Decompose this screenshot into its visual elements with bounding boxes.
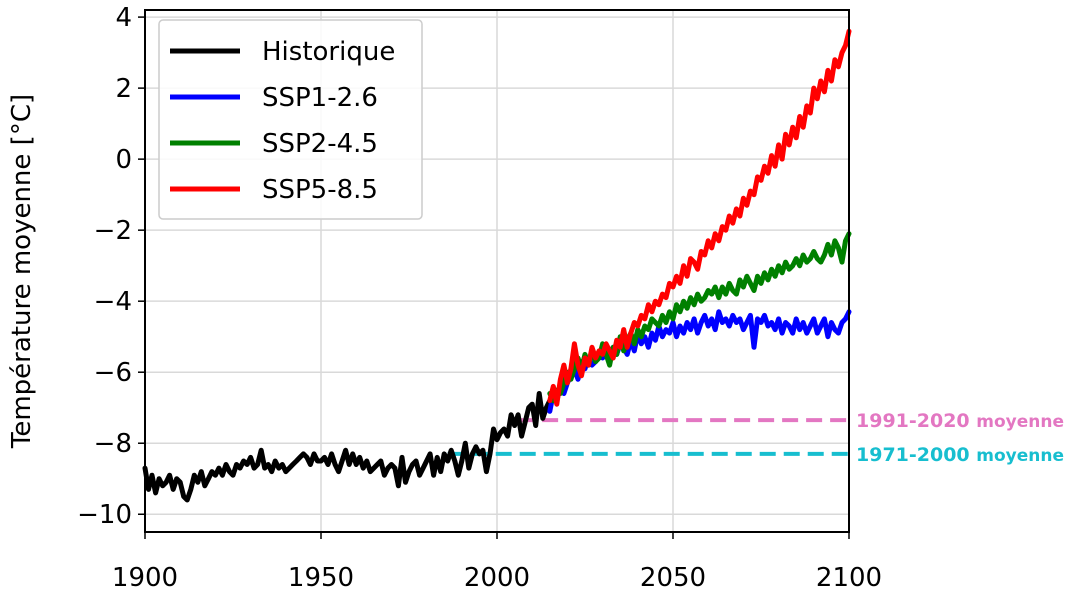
x-tick-label-1950: 1950: [288, 563, 354, 590]
x-axis-ticks: 1900 1950 2000 2050 2100: [112, 532, 882, 590]
y-axis-label: Température moyenne [°C]: [7, 94, 37, 449]
series-lines: [142, 28, 852, 503]
series-line-ssp2-4-5: [547, 231, 852, 404]
legend-label-ssp5-8-5: SSP5-8.5: [262, 175, 378, 205]
y-tick-label-2: −2: [94, 216, 132, 246]
x-tick-label-2100: 2100: [816, 563, 882, 590]
y-axis-ticks: −10 −8 −6 −4 −2 0 2 4: [77, 3, 145, 530]
y-tick-label-4: −4: [94, 287, 132, 317]
y-tick-label-2: 2: [115, 74, 132, 104]
x-tick-label-2000: 2000: [464, 563, 530, 590]
legend-label-ssp1-2-6: SSP1-2.6: [262, 83, 378, 113]
annotation-1991-2020: 1991-2020 moyenne: [856, 410, 1064, 432]
y-tick-label-8: −8: [94, 429, 132, 459]
legend: Historique SSP1-2.6 SSP2-4.5 SSP5-8.5: [158, 19, 423, 220]
x-tick-label-1900: 1900: [112, 563, 178, 590]
legend-box: [158, 19, 423, 220]
y-tick-label-6: −6: [94, 358, 132, 388]
annotation-1971-2000: 1971-2000 moyenne: [856, 444, 1064, 466]
x-tick-label-2050: 2050: [640, 563, 706, 590]
y-tick-label-4: 4: [115, 3, 132, 33]
legend-label-historique: Historique: [262, 37, 395, 67]
legend-label-ssp2-4-5: SSP2-4.5: [262, 129, 378, 159]
y-tick-label-0: 0: [115, 145, 132, 175]
reference-annotations: 1991-2020 moyenne 1971-2000 moyenne: [856, 410, 1064, 466]
series-line-ssp5-8-5: [547, 28, 852, 407]
series-line-historique: [142, 391, 553, 503]
reference-lines: [447, 418, 849, 456]
y-tick-label-10: −10: [77, 500, 132, 530]
